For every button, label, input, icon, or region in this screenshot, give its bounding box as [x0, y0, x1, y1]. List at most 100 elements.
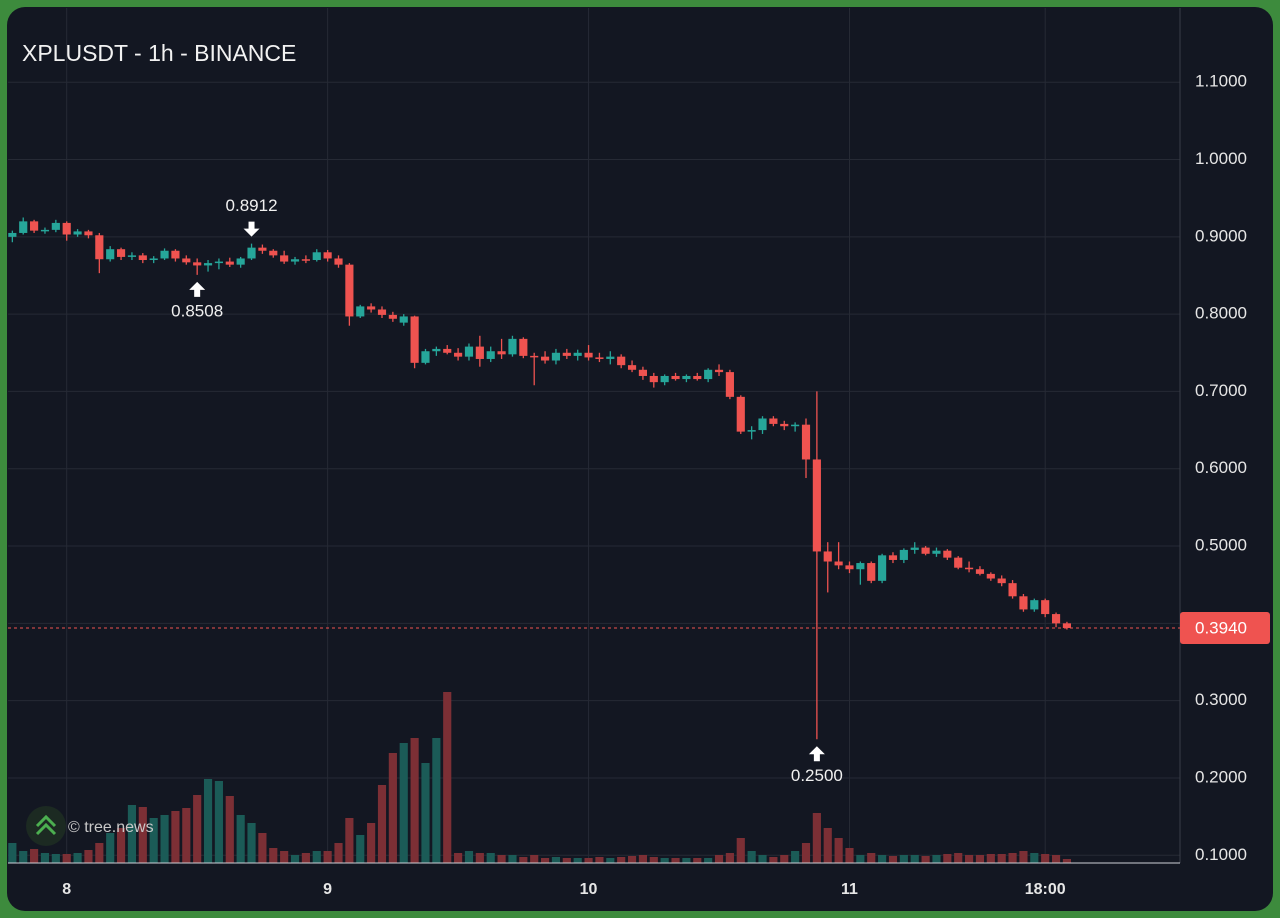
candle-body [867, 563, 876, 581]
candle-body [62, 222, 71, 235]
volume-bar [812, 813, 821, 863]
candle-body [551, 352, 561, 361]
volume-bar [508, 855, 517, 863]
candle-body [8, 232, 17, 237]
candle-body [954, 557, 963, 568]
volume-bar [780, 855, 789, 863]
volume-bar [856, 855, 865, 863]
candle-body [269, 250, 278, 256]
volume-bar [888, 856, 898, 863]
candle-body [1030, 600, 1039, 610]
volume-bar [899, 855, 908, 863]
y-tick-label: 1.0000 [1195, 149, 1247, 168]
candle-body [660, 375, 669, 383]
volume-bar [1030, 853, 1039, 863]
candle-body [965, 567, 974, 570]
candle-body [530, 355, 539, 358]
volume-bar [965, 855, 974, 863]
candle-body [290, 259, 300, 262]
candle-body [410, 316, 419, 363]
candle-body [182, 258, 191, 263]
volume-bar [704, 858, 713, 863]
volume-bar [269, 848, 278, 863]
candle-body [475, 346, 484, 359]
candle-body [780, 423, 789, 427]
volume-bar [627, 856, 637, 863]
candle-body [312, 252, 321, 261]
candle-body [725, 372, 734, 397]
candle-body [562, 352, 571, 356]
candle-body [573, 352, 582, 356]
annotation-arrow [243, 221, 260, 237]
volume-bar [932, 855, 941, 863]
candle-body [225, 261, 234, 265]
candle-body [943, 550, 952, 558]
volume-bar [475, 853, 484, 863]
current-price-tag [1180, 611, 1270, 644]
y-tick-label: 0.3000 [1195, 690, 1247, 709]
candle-body [540, 356, 550, 361]
volume-bar [214, 781, 223, 863]
volume-bar [421, 763, 430, 863]
volume-bar [1041, 854, 1050, 863]
volume-bar [399, 743, 408, 863]
candle-body [584, 352, 593, 358]
volume-bar [334, 843, 343, 863]
candle-body [106, 249, 115, 260]
volume-bar [975, 855, 985, 863]
candle-body [617, 356, 626, 366]
volume-bar [464, 851, 474, 863]
candle-body [649, 375, 658, 383]
volume-bar [486, 853, 495, 863]
volume-bar [149, 818, 158, 863]
volume-bar [921, 856, 930, 863]
volume-bar [693, 858, 702, 863]
current-price-label: 0.3940 [1195, 618, 1247, 637]
volume-bar [203, 779, 213, 863]
volume-bar [84, 850, 93, 863]
volume-bar [530, 855, 539, 863]
x-tick-label: 10 [580, 881, 598, 898]
candle-body [497, 351, 506, 355]
volume-bar [258, 833, 267, 863]
volume-bar [584, 858, 593, 863]
volume-bar [40, 853, 50, 863]
volume-bar [519, 857, 528, 863]
volume-bar [714, 855, 724, 863]
candle-body [356, 306, 365, 317]
candle-body [899, 549, 908, 560]
volume-bar [1019, 851, 1028, 863]
candle-body [116, 249, 126, 257]
candle-body [84, 231, 93, 236]
y-tick-label: 0.5000 [1195, 536, 1247, 555]
volume-bar [997, 854, 1006, 863]
volume-bar [367, 823, 376, 863]
volume-bar [595, 857, 604, 863]
annotation-label: 0.8508 [171, 301, 223, 320]
volume-bar [573, 858, 582, 863]
candle-body [214, 261, 223, 264]
candle-body [203, 263, 213, 266]
candle-body [30, 221, 39, 231]
x-tick-label: 11 [841, 881, 858, 898]
volume-bar [801, 843, 811, 863]
watermark: © tree.news [68, 819, 154, 836]
candle-body [845, 565, 854, 570]
volume-bar [312, 851, 321, 863]
candle-body [149, 258, 158, 261]
volume-bar [1008, 853, 1017, 863]
candle-body [671, 375, 680, 380]
candle-body [345, 264, 354, 317]
y-tick-label: 0.1000 [1195, 845, 1247, 864]
candle-body [127, 255, 137, 257]
volume-bar [138, 807, 147, 863]
volume-bar [845, 848, 854, 863]
volume-bar [823, 828, 832, 863]
volume-bar [606, 858, 615, 863]
candle-body [823, 551, 832, 562]
candle-body [627, 365, 637, 370]
volume-bar [1062, 859, 1072, 863]
volume-bar [323, 851, 332, 863]
candle-body [801, 424, 811, 460]
